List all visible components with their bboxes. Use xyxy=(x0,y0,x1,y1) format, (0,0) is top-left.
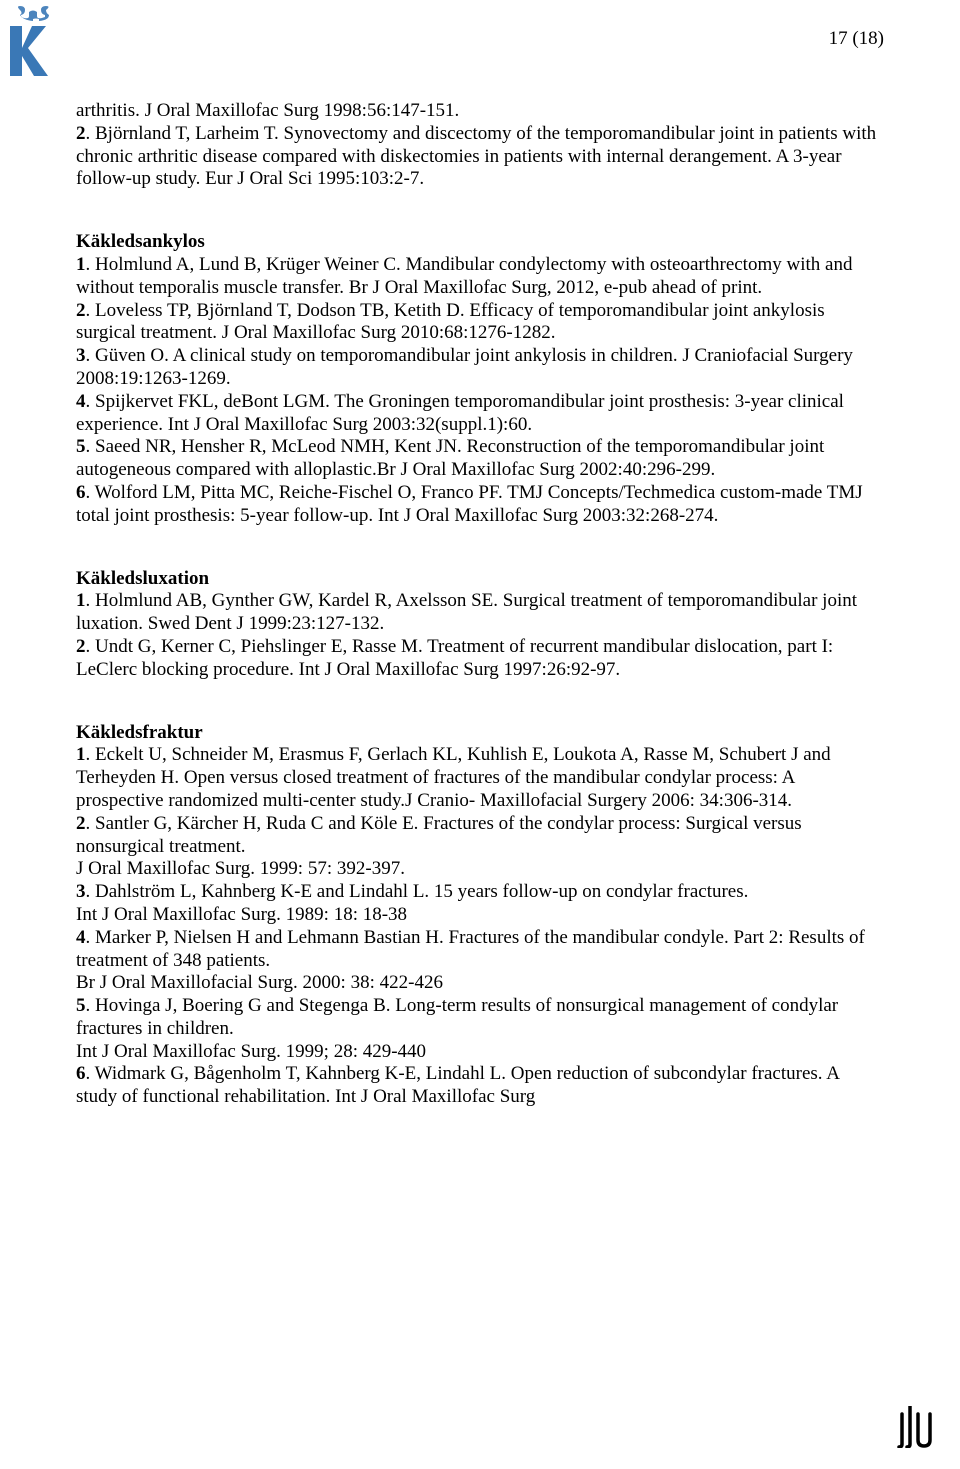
section-heading: Käkledsfraktur xyxy=(76,722,884,745)
section-heading: Käkledsankylos xyxy=(76,231,884,254)
reference-line: Br J Oral Maxillofacial Surg. 2000: 38: … xyxy=(76,972,884,995)
reference-item: 5. Hovinga J, Boering G and Stegenga B. … xyxy=(76,995,884,1041)
reference-item: 5. Saeed NR, Hensher R, McLeod NMH, Kent… xyxy=(76,436,884,482)
reference-item: 4. Spijkervet FKL, deBont LGM. The Groni… xyxy=(76,391,884,437)
section-fraktur: Käkledsfraktur 1. Eckelt U, Schneider M,… xyxy=(76,722,884,1110)
reference-item: 4. Marker P, Nielsen H and Lehmann Basti… xyxy=(76,927,884,973)
section-luxation: Käkledsluxation 1. Holmlund AB, Gynther … xyxy=(76,568,884,682)
reference-line: J Oral Maxillofac Surg. 1999: 57: 392-39… xyxy=(76,858,884,881)
reference-item: 1. Eckelt U, Schneider M, Erasmus F, Ger… xyxy=(76,744,884,812)
hospital-logo xyxy=(6,6,64,83)
reference-item: 2. Santler G, Kärcher H, Ruda C and Köle… xyxy=(76,813,884,859)
footer-logo xyxy=(896,1406,936,1455)
reference-line: Int J Oral Maxillofac Surg. 1999; 28: 42… xyxy=(76,1041,884,1064)
reference-item: 6. Wolford LM, Pitta MC, Reiche-Fischel … xyxy=(76,482,884,528)
section-heading: Käkledsluxation xyxy=(76,568,884,591)
reference-item: 3. Dahlström L, Kahnberg K-E and Lindahl… xyxy=(76,881,884,904)
reference-item: 1. Holmlund AB, Gynther GW, Kardel R, Ax… xyxy=(76,590,884,636)
section-ankylos: Käkledsankylos 1. Holmlund A, Lund B, Kr… xyxy=(76,231,884,527)
reference-line: Int J Oral Maxillofac Surg. 1989: 18: 18… xyxy=(76,904,884,927)
reference-item: 1. Holmlund A, Lund B, Krüger Weiner C. … xyxy=(76,254,884,300)
reference-item: 2. Loveless TP, Björnland T, Dodson TB, … xyxy=(76,300,884,346)
reference-item: 2. Björnland T, Larheim T. Synovectomy a… xyxy=(76,123,884,191)
document-body: arthritis. J Oral Maxillofac Surg 1998:5… xyxy=(76,100,884,1109)
reference-item: arthritis. J Oral Maxillofac Surg 1998:5… xyxy=(76,100,884,123)
page-header: 17 (18) xyxy=(0,6,960,83)
page-number: 17 (18) xyxy=(829,28,884,51)
reference-item: 6. Widmark G, Bågenholm T, Kahnberg K-E,… xyxy=(76,1063,884,1109)
reference-item: 3. Güven O. A clinical study on temporom… xyxy=(76,345,884,391)
reference-item: 2. Undt G, Kerner C, Piehslinger E, Rass… xyxy=(76,636,884,682)
intro-section: arthritis. J Oral Maxillofac Surg 1998:5… xyxy=(76,100,884,191)
